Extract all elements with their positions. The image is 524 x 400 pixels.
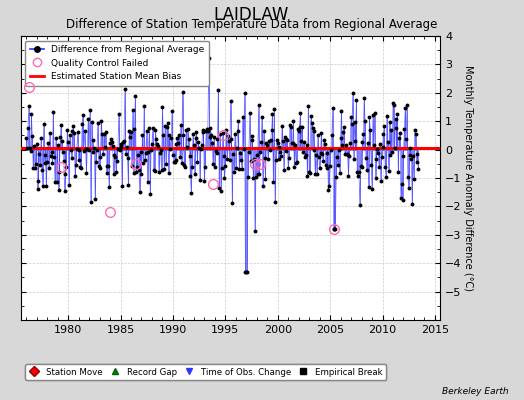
Legend: Station Move, Record Gap, Time of Obs. Change, Empirical Break: Station Move, Record Gap, Time of Obs. C…	[25, 364, 386, 380]
Y-axis label: Monthly Temperature Anomaly Difference (°C): Monthly Temperature Anomaly Difference (…	[463, 65, 473, 291]
Text: Berkeley Earth: Berkeley Earth	[442, 387, 508, 396]
Text: Difference of Station Temperature Data from Regional Average: Difference of Station Temperature Data f…	[66, 18, 437, 31]
Text: LAIDLAW: LAIDLAW	[214, 6, 289, 24]
